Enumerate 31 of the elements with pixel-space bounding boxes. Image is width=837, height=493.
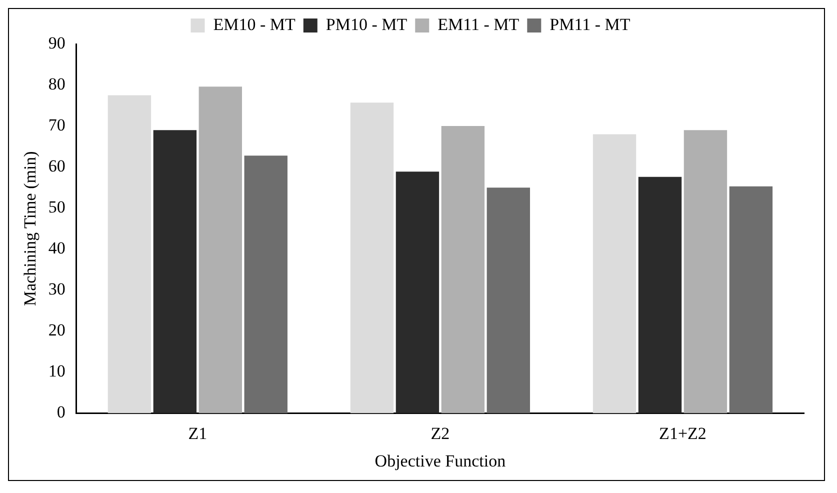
x-tick-label: Z1 (188, 424, 208, 443)
y-tick-label: 50 (48, 198, 66, 217)
y-tick-label: 0 (56, 402, 66, 422)
legend-label: EM10 - MT (213, 14, 296, 34)
y-tick-label: 40 (48, 238, 66, 258)
bar (729, 186, 773, 414)
bar (198, 86, 242, 414)
y-axis-title: Machining Time (min) (20, 151, 40, 306)
bar (396, 172, 440, 414)
y-tick-label: 90 (48, 33, 66, 52)
x-tick-label: Z1+Z2 (659, 424, 706, 443)
x-axis-title: Objective Function (374, 451, 506, 470)
bar (684, 130, 728, 414)
y-tick-label: 10 (48, 362, 66, 381)
bar (108, 95, 152, 414)
y-tick-label: 30 (48, 280, 66, 299)
x-tick-label: Z2 (430, 424, 450, 443)
bar (486, 188, 530, 414)
y-tick-label: 20 (48, 320, 66, 340)
bar (441, 126, 485, 414)
legend-label: PM10 - MT (326, 14, 408, 34)
bar (153, 130, 197, 414)
y-tick-label: 80 (48, 74, 66, 94)
bar (638, 176, 682, 414)
y-tick-label: 60 (48, 156, 66, 176)
bar (244, 156, 288, 414)
legend-label: PM11 - MT (550, 14, 631, 34)
bar (350, 102, 394, 414)
legend-label: EM11 - MT (438, 14, 520, 34)
bar (592, 134, 636, 414)
y-tick-label: 70 (48, 116, 66, 135)
